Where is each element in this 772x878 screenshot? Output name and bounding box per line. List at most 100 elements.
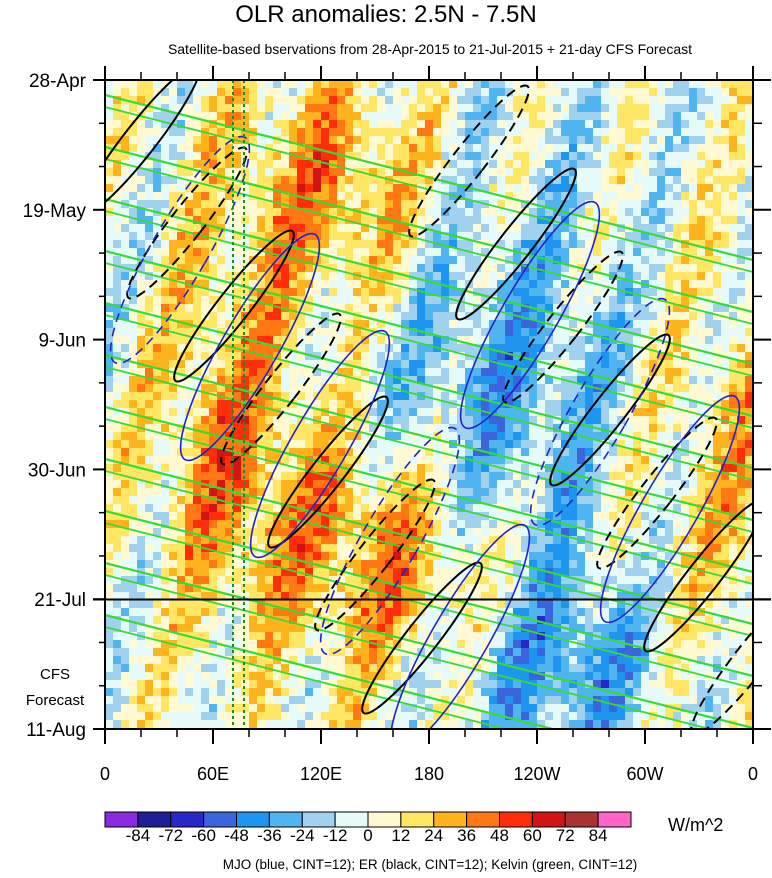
- heat-cell: [665, 328, 674, 337]
- heat-cell: [113, 344, 122, 353]
- heat-cell: [505, 240, 514, 249]
- heat-cell: [113, 144, 122, 153]
- heat-cell: [673, 280, 682, 289]
- heat-cell: [377, 344, 386, 353]
- heat-cell: [321, 304, 330, 313]
- heat-cell: [273, 160, 282, 169]
- heat-cell: [633, 88, 642, 97]
- heat-cell: [489, 488, 498, 497]
- heat-cell: [697, 216, 706, 225]
- heat-cell: [617, 352, 626, 361]
- heat-cell: [481, 360, 490, 369]
- heat-cell: [433, 496, 442, 505]
- heat-cell: [537, 336, 546, 345]
- heat-cell: [697, 560, 706, 569]
- heat-cell: [489, 208, 498, 217]
- heat-cell: [689, 184, 698, 193]
- heat-cell: [257, 424, 266, 433]
- heat-cell: [137, 104, 146, 113]
- heat-cell: [633, 208, 642, 217]
- heat-cell: [249, 560, 258, 569]
- heat-cell: [393, 568, 402, 577]
- heat-cell: [681, 304, 690, 313]
- heat-cell: [489, 136, 498, 145]
- heat-cell: [393, 408, 402, 417]
- heat-cell: [105, 384, 114, 393]
- heat-cell: [521, 568, 530, 577]
- heat-cell: [457, 152, 466, 161]
- heat-cell: [161, 440, 170, 449]
- heat-cell: [433, 104, 442, 113]
- heat-cell: [377, 144, 386, 153]
- heat-cell: [121, 440, 130, 449]
- heat-cell: [409, 408, 418, 417]
- heat-cell: [193, 544, 202, 553]
- heat-cell: [137, 136, 146, 145]
- heat-cell: [177, 288, 186, 297]
- heat-cell: [513, 200, 522, 209]
- heat-cell: [513, 280, 522, 289]
- heat-cell: [705, 288, 714, 297]
- heat-cell: [457, 440, 466, 449]
- heat-cell: [193, 376, 202, 385]
- heat-cell: [329, 240, 338, 249]
- heat-cell: [433, 288, 442, 297]
- heat-cell: [377, 128, 386, 137]
- heat-cell: [401, 160, 410, 169]
- heat-cell: [137, 80, 146, 89]
- heat-cell: [513, 104, 522, 113]
- heat-cell: [553, 336, 562, 345]
- heat-cell: [377, 352, 386, 361]
- heat-cell: [361, 152, 370, 161]
- heat-cell: [545, 296, 554, 305]
- heat-cell: [265, 272, 274, 281]
- heat-cell: [505, 456, 514, 465]
- heat-cell: [321, 400, 330, 409]
- heat-cell: [641, 312, 650, 321]
- heat-cell: [161, 168, 170, 177]
- heat-cell: [697, 416, 706, 425]
- heat-cell: [577, 496, 586, 505]
- heat-cell: [553, 368, 562, 377]
- heat-cell: [705, 320, 714, 329]
- heat-cell: [625, 416, 634, 425]
- heat-cell: [657, 480, 666, 489]
- heat-cell: [505, 160, 514, 169]
- heat-cell: [281, 544, 290, 553]
- heat-cell: [417, 344, 426, 353]
- heat-cell: [337, 104, 346, 113]
- heat-cell: [617, 376, 626, 385]
- heat-cell: [457, 96, 466, 105]
- heat-cell: [105, 408, 114, 417]
- heat-cell: [537, 504, 546, 513]
- heat-cell: [137, 128, 146, 137]
- heat-cell: [257, 112, 266, 121]
- heat-cell: [377, 216, 386, 225]
- heat-cell: [393, 440, 402, 449]
- heat-cell: [265, 136, 274, 145]
- heat-cell: [265, 224, 274, 233]
- heat-cell: [137, 328, 146, 337]
- heat-cell: [537, 344, 546, 353]
- heat-cell: [225, 232, 234, 241]
- heat-cell: [305, 344, 314, 353]
- heat-cell: [585, 504, 594, 513]
- heat-cell: [713, 104, 722, 113]
- heat-cell: [577, 192, 586, 201]
- heat-cell: [345, 376, 354, 385]
- heat-cell: [473, 480, 482, 489]
- heat-cell: [193, 272, 202, 281]
- heat-cell: [537, 88, 546, 97]
- heat-cell: [241, 248, 250, 257]
- heat-cell: [281, 480, 290, 489]
- heat-cell: [225, 248, 234, 257]
- heat-cell: [473, 184, 482, 193]
- heat-cell: [657, 152, 666, 161]
- heat-cell: [385, 376, 394, 385]
- heat-cell: [737, 80, 746, 89]
- heat-cell: [177, 176, 186, 185]
- heat-cell: [377, 520, 386, 529]
- heat-cell: [601, 336, 610, 345]
- heat-cell: [561, 288, 570, 297]
- heat-cell: [281, 176, 290, 185]
